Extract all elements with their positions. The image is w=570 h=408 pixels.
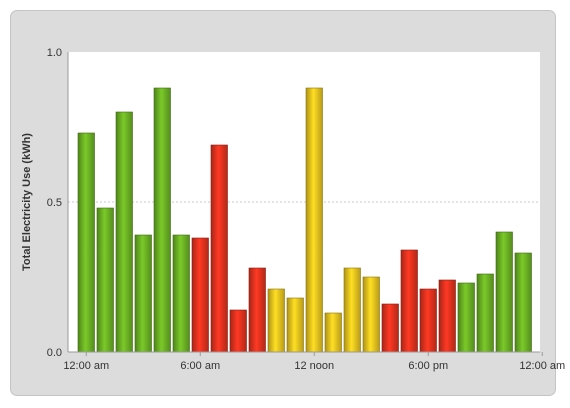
bar: [457, 282, 475, 353]
bar: [362, 276, 380, 353]
y-tick-label: 0.0: [47, 347, 62, 359]
y-tick-label: 1.0: [47, 47, 62, 59]
bar: [115, 111, 133, 353]
x-tick-label: 12:00 am: [519, 360, 565, 372]
x-tick-label: 6:00 am: [180, 360, 220, 372]
bar: [210, 144, 228, 353]
x-tick-label: 12:00 am: [63, 360, 109, 372]
x-tick-label: 12 noon: [294, 360, 334, 372]
bar: [343, 267, 361, 353]
bar: [77, 132, 95, 353]
bar: [324, 312, 342, 353]
bar: [229, 309, 247, 353]
x-tick-label: 6:00 pm: [408, 360, 448, 372]
bar: [400, 249, 418, 353]
bar: [381, 303, 399, 353]
bar: [134, 234, 152, 353]
bar: [172, 234, 190, 353]
bar: [476, 273, 494, 353]
bar: [305, 87, 323, 353]
x-ticks: 12:00 am 6:00 am 12 noon 6:00 pm 12:00 am: [63, 352, 565, 372]
bar: [495, 231, 513, 353]
y-ticks: 0.0 0.5 1.0: [47, 47, 62, 359]
bar: [96, 207, 114, 353]
bar: [267, 288, 285, 353]
y-axis-label: Total Electricity Use (kWh): [21, 133, 33, 271]
bar: [153, 87, 171, 353]
bar: [248, 267, 266, 353]
y-tick-label: 0.5: [47, 197, 62, 209]
bar: [286, 297, 304, 353]
bar: [438, 279, 456, 353]
bar: [191, 237, 209, 353]
bar: [514, 252, 532, 353]
bar: [419, 288, 437, 353]
